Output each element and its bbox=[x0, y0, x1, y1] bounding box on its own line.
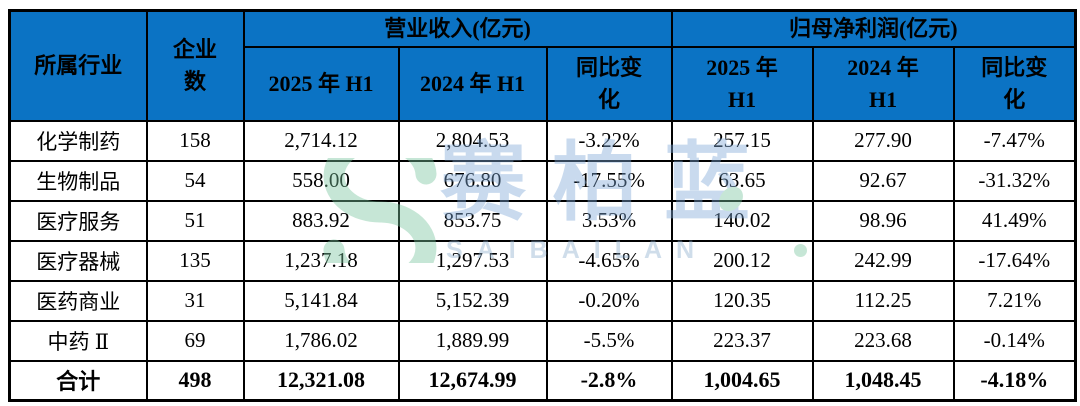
header-revenue-group: 营业收入(亿元) bbox=[242, 9, 673, 48]
table-row-chemical-pharma: 化学制药 158 2,714.12 2,804.53 -3.22% 257.15… bbox=[8, 119, 1077, 162]
cell-revenue-2025: 883.92 bbox=[242, 199, 400, 242]
cell-revenue-2025: 5,141.84 bbox=[242, 279, 400, 322]
cell-industry: 生物制品 bbox=[8, 159, 148, 202]
cell-profit-2025: 223.37 bbox=[670, 319, 814, 362]
cell-industry: 化学制药 bbox=[8, 119, 148, 162]
header-company-count: 企业 数 bbox=[145, 9, 245, 122]
table-row-biological-products: 生物制品 54 558.00 676.80 -17.55% 63.65 92.6… bbox=[8, 159, 1077, 202]
cell-total-companies: 498 bbox=[145, 359, 245, 402]
header-revenue-2024h1: 2024 年 H1 bbox=[397, 45, 548, 122]
cell-profit-2024: 92.67 bbox=[811, 159, 955, 202]
header-profit-yoy: 同比变 化 bbox=[952, 45, 1077, 122]
industry-financials-table-wrap: 所属行业 企业 数 营业收入(亿元) 归母净利润(亿元) 2025 年 H1 2… bbox=[8, 9, 1078, 402]
table-row-pharma-commerce: 医药商业 31 5,141.84 5,152.39 -0.20% 120.35 … bbox=[8, 279, 1077, 322]
header-row-periods: 2025 年 H1 2024 年 H1 同比变 化 2025 年 H1 2024… bbox=[10, 45, 1077, 122]
cell-profit-2024: 98.96 bbox=[811, 199, 955, 242]
cell-revenue-2024: 1,297.53 bbox=[397, 239, 548, 282]
table-row-medical-services: 医疗服务 51 883.92 853.75 3.53% 140.02 98.96… bbox=[8, 199, 1077, 242]
cell-companies: 51 bbox=[145, 199, 245, 242]
cell-revenue-2024: 5,152.39 bbox=[397, 279, 548, 322]
cell-revenue-2025: 1,237.18 bbox=[242, 239, 400, 282]
cell-revenue-yoy: -0.20% bbox=[545, 279, 673, 322]
header-profit-group: 归母净利润(亿元) bbox=[670, 9, 1077, 48]
cell-revenue-2024: 676.80 bbox=[397, 159, 548, 202]
cell-profit-2025: 257.15 bbox=[670, 119, 814, 162]
industry-financials-table: 所属行业 企业 数 营业收入(亿元) 归母净利润(亿元) 2025 年 H1 2… bbox=[8, 9, 1078, 402]
cell-profit-yoy: -0.14% bbox=[952, 319, 1077, 362]
cell-profit-2025: 120.35 bbox=[670, 279, 814, 322]
table-row-total: 合计 498 12,321.08 12,674.99 -2.8% 1,004.6… bbox=[8, 359, 1077, 402]
cell-companies: 158 bbox=[145, 119, 245, 162]
cell-profit-yoy: -7.47% bbox=[952, 119, 1077, 162]
cell-total-label: 合计 bbox=[8, 359, 148, 402]
cell-total-profit-2025: 1,004.65 bbox=[670, 359, 814, 402]
cell-profit-2025: 200.12 bbox=[670, 239, 814, 282]
cell-profit-2024: 277.90 bbox=[811, 119, 955, 162]
header-profit-2025h1: 2025 年 H1 bbox=[670, 45, 814, 122]
cell-profit-2024: 223.68 bbox=[811, 319, 955, 362]
cell-profit-2024: 112.25 bbox=[811, 279, 955, 322]
cell-industry: 医药商业 bbox=[8, 279, 148, 322]
cell-companies: 31 bbox=[145, 279, 245, 322]
cell-profit-2025: 140.02 bbox=[670, 199, 814, 242]
cell-total-profit-2024: 1,048.45 bbox=[811, 359, 955, 402]
table-row-medical-devices: 医疗器械 135 1,237.18 1,297.53 -4.65% 200.12… bbox=[8, 239, 1077, 282]
cell-companies: 135 bbox=[145, 239, 245, 282]
cell-revenue-yoy: -17.55% bbox=[545, 159, 673, 202]
cell-revenue-2025: 1,786.02 bbox=[242, 319, 400, 362]
cell-revenue-yoy: -3.22% bbox=[545, 119, 673, 162]
cell-revenue-yoy: -4.65% bbox=[545, 239, 673, 282]
header-industry: 所属行业 bbox=[8, 9, 148, 122]
cell-profit-2024: 242.99 bbox=[811, 239, 955, 282]
cell-total-revenue-2024: 12,674.99 bbox=[397, 359, 548, 402]
cell-revenue-2025: 558.00 bbox=[242, 159, 400, 202]
table-row-tcm: 中药 Ⅱ 69 1,786.02 1,889.99 -5.5% 223.37 2… bbox=[8, 319, 1077, 362]
cell-revenue-yoy: -5.5% bbox=[545, 319, 673, 362]
cell-total-profit-yoy: -4.18% bbox=[952, 359, 1077, 402]
cell-revenue-2024: 1,889.99 bbox=[397, 319, 548, 362]
cell-industry: 医疗器械 bbox=[8, 239, 148, 282]
header-revenue-2025h1: 2025 年 H1 bbox=[242, 45, 400, 122]
cell-revenue-2024: 853.75 bbox=[397, 199, 548, 242]
cell-revenue-2025: 2,714.12 bbox=[242, 119, 400, 162]
cell-profit-yoy: -17.64% bbox=[952, 239, 1077, 282]
cell-total-revenue-2025: 12,321.08 bbox=[242, 359, 400, 402]
cell-profit-yoy: 41.49% bbox=[952, 199, 1077, 242]
header-revenue-yoy: 同比变 化 bbox=[545, 45, 673, 122]
cell-companies: 69 bbox=[145, 319, 245, 362]
header-row-groups: 所属行业 企业 数 营业收入(亿元) 归母净利润(亿元) bbox=[8, 9, 1077, 122]
cell-profit-yoy: -31.32% bbox=[952, 159, 1077, 202]
cell-companies: 54 bbox=[145, 159, 245, 202]
cell-total-revenue-yoy: -2.8% bbox=[545, 359, 673, 402]
cell-industry: 中药 Ⅱ bbox=[8, 319, 148, 362]
cell-profit-2025: 63.65 bbox=[670, 159, 814, 202]
cell-industry: 医疗服务 bbox=[8, 199, 148, 242]
header-profit-2024h1: 2024 年 H1 bbox=[811, 45, 955, 122]
cell-profit-yoy: 7.21% bbox=[952, 279, 1077, 322]
cell-revenue-2024: 2,804.53 bbox=[397, 119, 548, 162]
cell-revenue-yoy: 3.53% bbox=[545, 199, 673, 242]
